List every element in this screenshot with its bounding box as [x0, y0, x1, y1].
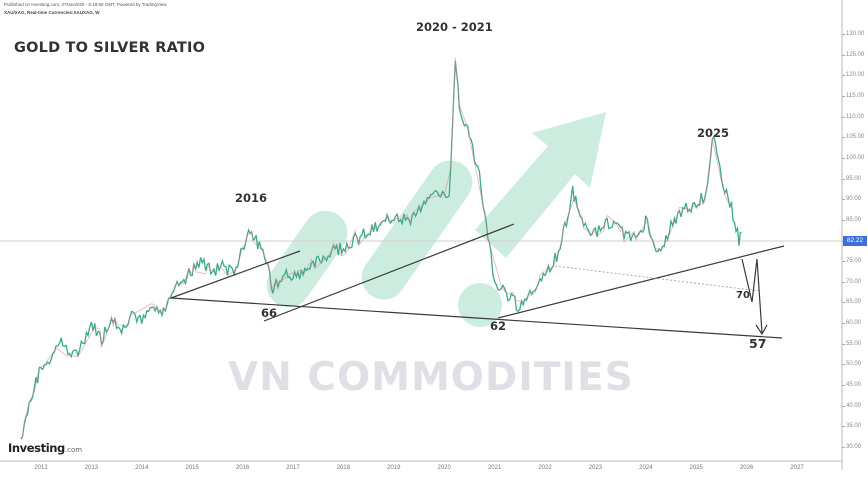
x-tick-label: 2016: [235, 465, 250, 471]
x-tick-label: 2027: [790, 465, 804, 471]
price-series-down: [22, 57, 731, 438]
x-tick-label: 2024: [639, 465, 653, 471]
y-tick-label: 115.00: [842, 92, 864, 99]
y-tick-label: 105.00: [841, 134, 865, 141]
y-tick-label: 70.00: [841, 278, 862, 285]
x-tick-label: 2018: [336, 465, 351, 471]
annotation-62: 62: [490, 319, 507, 333]
y-tick-label: 130.00: [841, 31, 865, 37]
x-tick-label: 2019: [387, 465, 401, 471]
x-tick-label: 2026: [739, 465, 754, 471]
x-tick-label: 2012: [34, 465, 48, 471]
y-tick-label: 55.00: [841, 340, 862, 347]
current-price-tag: 82.22: [843, 236, 867, 246]
investing-logo: Investing.com: [8, 441, 82, 455]
published-info: Published on Investing.com, 27Nov2025 - …: [4, 2, 167, 7]
chart-title: GOLD TO SILVER RATIO: [14, 40, 206, 56]
y-tick-label: 45.00: [841, 382, 862, 389]
y-tick-label: 65.00: [841, 299, 862, 306]
logo-suffix: .com: [64, 446, 83, 454]
x-tick-label: 2021: [487, 465, 502, 471]
y-tick-label: 100.00: [841, 154, 865, 161]
watermark: VN COMMODITIES: [228, 355, 634, 400]
x-tick-label: 2025: [689, 465, 703, 471]
x-tick-label: 2023: [588, 465, 603, 471]
symbol-info: XAU/XAG, Real-time Currencies:XAUXAG, W: [4, 10, 100, 15]
y-tick-label: 95.00: [841, 175, 862, 182]
y-tick-label: 85.00: [841, 216, 862, 223]
x-tick-label: 2017: [286, 465, 300, 471]
y-tick-label: 125.00: [841, 51, 865, 58]
x-tick-label: 2015: [185, 465, 199, 471]
x-tick-label: 2013: [84, 465, 99, 471]
trendlines: [170, 223, 785, 339]
y-tick-label: 75.00: [841, 258, 862, 265]
y-tick-label: 110.00: [842, 113, 864, 120]
annotation-2025: 2025: [697, 126, 730, 140]
logo-main: Investing: [8, 441, 65, 455]
y-tick-label: 30.00: [841, 444, 862, 450]
annotation-2020-2021: 2020 - 2021: [416, 20, 493, 34]
y-tick-label: 50.00: [841, 361, 862, 368]
y-tick-label: 35.00: [841, 423, 862, 430]
annotation-66: 66: [261, 306, 278, 320]
brand-arrow-icon: [266, 112, 606, 327]
x-tick-label: 2022: [538, 465, 552, 471]
x-tick-label: 2014: [135, 465, 149, 471]
x-tick-label: 2020: [437, 465, 451, 471]
y-tick-label: 60.00: [841, 320, 862, 327]
annotation-57: 57: [749, 336, 767, 351]
y-tick-label: 40.00: [841, 402, 862, 409]
annotation-2016: 2016: [235, 191, 268, 205]
y-tick-label: 90.00: [841, 196, 862, 203]
y-tick-label: 120.00: [841, 72, 865, 79]
annotation-70: 70: [736, 290, 750, 301]
